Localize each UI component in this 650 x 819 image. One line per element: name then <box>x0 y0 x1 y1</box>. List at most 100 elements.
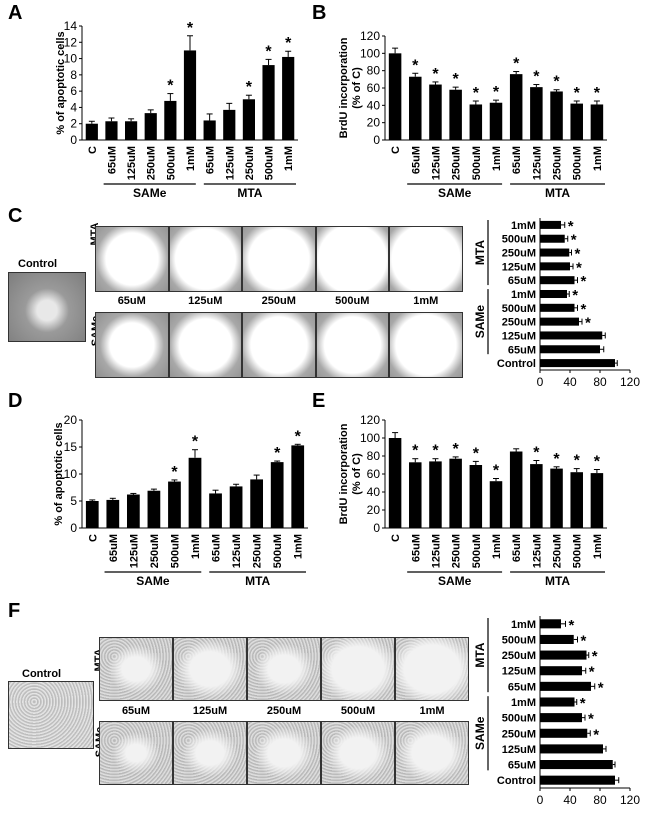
x-tick-label: 125uM <box>430 146 442 180</box>
bar <box>540 697 575 707</box>
x-tick-label: 1mM <box>190 534 202 559</box>
significance-star: * <box>187 20 194 37</box>
significance-star: * <box>580 695 586 712</box>
x-tick-label: 250uM <box>451 146 463 180</box>
group-label-mta: MTA <box>473 240 487 265</box>
y-tick-label: 20 <box>367 503 381 517</box>
mta-photo-3 <box>247 637 321 701</box>
significance-star: * <box>572 287 578 304</box>
x-tick-label: 1mM <box>592 146 604 171</box>
bar <box>509 74 523 140</box>
bar <box>540 681 591 691</box>
x-tick-label: 250uM <box>149 534 161 568</box>
same-photo-4 <box>315 312 389 378</box>
control-label-c: Control <box>18 258 58 270</box>
panel-label-e: E <box>312 390 326 412</box>
migration-bar-chart-c: 0 40 80 120 * 1mM * 500uM * 250uM * 125uM * 65uM * 1mM *… <box>473 218 640 389</box>
bar <box>540 728 588 738</box>
y-tick-label: 120 <box>360 29 380 43</box>
significance-star: * <box>581 273 587 290</box>
bar <box>540 713 582 723</box>
bar <box>164 100 177 140</box>
significance-star: * <box>171 464 178 481</box>
bar <box>540 276 575 285</box>
bar <box>469 104 483 140</box>
significance-star: * <box>432 443 439 460</box>
y-tick-label: 250uM <box>502 248 536 260</box>
same-photo-1 <box>95 312 169 378</box>
x-tick-label: 65uM <box>211 534 223 562</box>
mta-photo-3 <box>242 226 316 292</box>
group-label-same: SAMe <box>133 186 167 200</box>
x-tick-label: 125uM <box>126 146 138 180</box>
bar <box>144 113 157 140</box>
bar <box>85 123 98 140</box>
y-tick-label: 100 <box>360 431 380 445</box>
x-tick-label: 65uM <box>108 534 120 562</box>
x-tick-label: 0 <box>537 375 544 389</box>
group-label-same: SAMe <box>438 186 472 200</box>
dose-label-1: 65uM <box>121 705 151 717</box>
x-tick-label: 500uM <box>272 534 284 568</box>
y-axis-label: BrdU incorporation <box>338 37 350 138</box>
significance-star: * <box>574 85 581 102</box>
bar <box>540 744 603 754</box>
y-tick-label: 15 <box>64 440 78 454</box>
group-label-mta: MTA <box>245 574 270 588</box>
brdu-chart-e: BrdU incorporation (% of C) 0 20 40 60 80 100 12… <box>338 413 607 588</box>
mta-photo-2 <box>173 637 247 701</box>
bar <box>291 445 305 528</box>
x-tick-label: 500uM <box>165 146 177 180</box>
significance-star: * <box>285 35 292 52</box>
panel-label-c: C <box>8 205 23 227</box>
x-tick-label: 500uM <box>471 146 483 180</box>
mta-photo-4 <box>315 226 389 292</box>
x-tick-label: 65uM <box>511 534 523 562</box>
x-tick-label: 1mM <box>293 534 305 559</box>
bar <box>168 481 181 528</box>
significance-star: * <box>581 301 587 318</box>
bar <box>540 619 561 629</box>
panel-label-f: F <box>8 600 21 622</box>
bar <box>409 76 422 140</box>
y-tick-label: 500uM <box>502 634 536 646</box>
y-tick-label: 500uM <box>502 303 536 315</box>
y-tick-label: 14 <box>64 19 78 33</box>
dose-label-2: 125uM <box>188 295 223 307</box>
significance-star: * <box>571 232 577 249</box>
x-tick-label: 40 <box>563 793 577 807</box>
bar <box>106 499 120 528</box>
group-label-same: SAMe <box>473 305 487 339</box>
y-tick-label: 250uM <box>502 650 536 662</box>
bar <box>540 359 615 368</box>
x-tick-label: 65uM <box>205 146 217 174</box>
y-tick-label: 65uM <box>508 344 536 356</box>
x-tick-label: C <box>87 534 99 542</box>
group-label-mta: MTA <box>545 574 570 588</box>
y-tick-label: 0 <box>373 133 380 147</box>
significance-star: * <box>493 463 500 480</box>
y-tick-label: 100 <box>360 46 380 60</box>
apoptosis-chart-d: % of apoptotic cells 0 5 10 15 20 C 65uM 125uM 25… <box>53 413 308 588</box>
x-tick-label: 1mM <box>185 146 197 171</box>
y-tick-label: 12 <box>64 35 78 49</box>
dose-label-5: 1mM <box>419 705 445 717</box>
x-tick-label: C <box>390 534 402 542</box>
y-tick-label: 10 <box>64 52 78 66</box>
y-axis-label: BrdU incorporation <box>338 423 350 524</box>
significance-star: * <box>553 451 560 468</box>
x-tick-label: 125uM <box>224 146 236 180</box>
bar <box>530 87 543 140</box>
y-tick-label: 10 <box>64 467 78 481</box>
group-label-same: SAMe <box>473 716 487 750</box>
y-tick-label: 250uM <box>502 317 536 329</box>
y-tick-label: 5 <box>70 494 77 508</box>
bar <box>262 65 275 140</box>
dose-label-1: 65uM <box>117 295 146 307</box>
bar <box>126 494 140 528</box>
x-tick-label: 120 <box>620 375 640 389</box>
control-photo-c <box>8 272 86 342</box>
significance-star: * <box>453 71 460 88</box>
mta-photo-1 <box>95 226 169 292</box>
